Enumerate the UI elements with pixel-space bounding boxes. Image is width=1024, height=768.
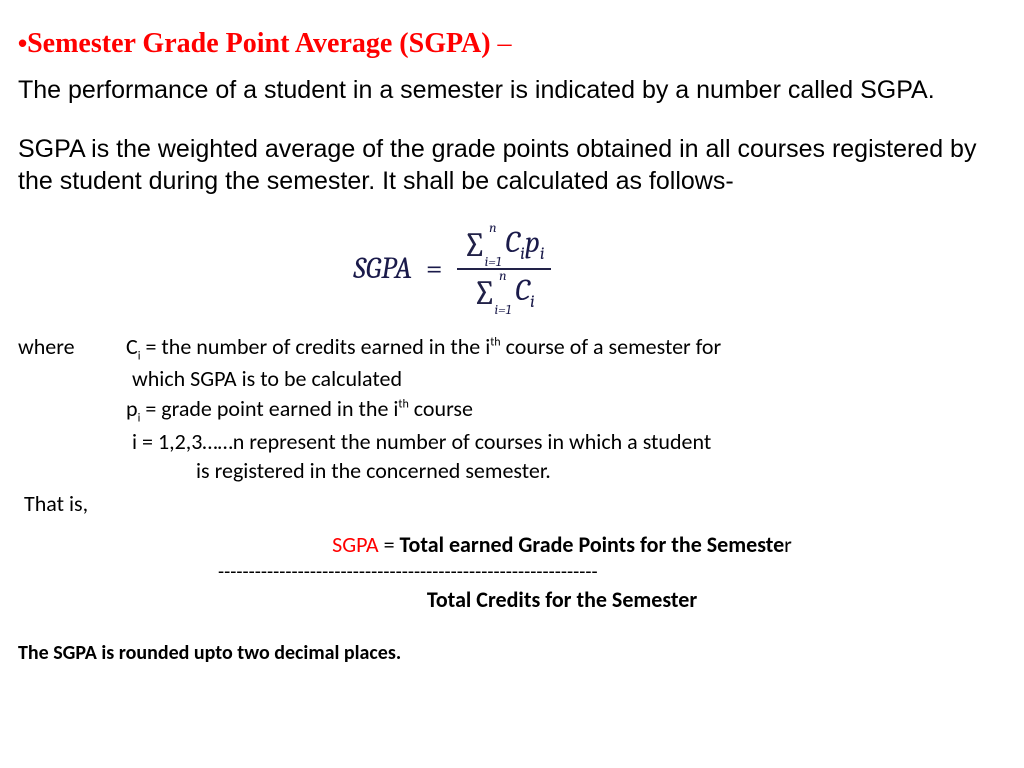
- simple-lhs: SGPA: [332, 531, 378, 558]
- sum-bounds-num: ni=1: [485, 231, 502, 259]
- where-block: where Ci = the number of credits earned …: [18, 332, 1006, 486]
- sigma-icon: ∑: [472, 273, 496, 313]
- footer-note: The SGPA is rounded upto two decimal pla…: [18, 641, 1006, 665]
- formula-equals: =: [426, 251, 443, 286]
- term-pi: pi: [525, 225, 545, 264]
- formula-denominator: ∑ni=1 Ci: [466, 272, 540, 314]
- that-is-label: That is,: [24, 490, 1006, 517]
- formula-lhs: SGPA: [353, 251, 411, 286]
- where-def-ci: Ci = the number of credits earned in the…: [126, 332, 1006, 394]
- page-title: Semester Grade Point Average (SGPA): [27, 28, 490, 59]
- simple-numerator: Total earned Grade Points for the Semest…: [400, 531, 785, 558]
- title-dash: –: [491, 28, 512, 59]
- where-label: where: [18, 332, 126, 394]
- paragraph-2: SGPA is the weighted average of the grad…: [18, 133, 1006, 198]
- simple-numerator-tail: r: [784, 531, 792, 558]
- title-row: •Semester Grade Point Average (SGPA) –: [18, 28, 1006, 60]
- simple-divider: ----------------------------------------…: [218, 560, 1006, 584]
- formula-fraction: ∑ni=1 Cipi ∑ni=1 Ci: [457, 224, 551, 314]
- sigma-icon: ∑: [463, 225, 487, 265]
- where-def-pi: pi = grade point earned in the ith cours…: [126, 394, 1006, 427]
- simple-denominator: Total Credits for the Semester: [118, 586, 1006, 613]
- where-def-i: i = 1,2,3……n represent the number of cou…: [126, 427, 1006, 486]
- sum-bounds-den: ni=1: [494, 279, 511, 307]
- sgpa-formula: SGPA = ∑ni=1 Cipi ∑ni=1 Ci: [18, 224, 1006, 314]
- term-ci: Ci: [505, 225, 525, 264]
- term-ci-den: Ci: [515, 273, 535, 312]
- bullet-icon: •: [18, 28, 27, 58]
- simple-formula: SGPA = Total earned Grade Points for the…: [118, 531, 1006, 558]
- formula-numerator: ∑ni=1 Cipi: [457, 224, 551, 266]
- paragraph-1: The performance of a student in a semest…: [18, 74, 1006, 107]
- simple-eq: =: [379, 531, 400, 558]
